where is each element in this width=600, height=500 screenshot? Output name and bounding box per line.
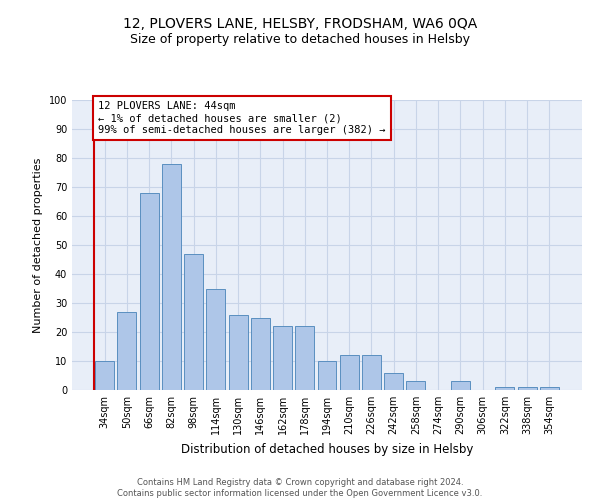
Bar xyxy=(295,326,314,390)
Bar xyxy=(162,164,181,390)
Bar xyxy=(229,314,248,390)
Text: Size of property relative to detached houses in Helsby: Size of property relative to detached ho… xyxy=(130,32,470,46)
Bar xyxy=(95,361,114,390)
Bar xyxy=(340,355,359,390)
Bar xyxy=(362,355,381,390)
Bar xyxy=(540,387,559,390)
Text: 12, PLOVERS LANE, HELSBY, FRODSHAM, WA6 0QA: 12, PLOVERS LANE, HELSBY, FRODSHAM, WA6 … xyxy=(123,18,477,32)
Bar xyxy=(184,254,203,390)
Bar xyxy=(140,193,158,390)
Bar xyxy=(406,382,425,390)
Bar xyxy=(251,318,270,390)
Bar xyxy=(384,372,403,390)
Y-axis label: Number of detached properties: Number of detached properties xyxy=(33,158,43,332)
Bar xyxy=(273,326,292,390)
X-axis label: Distribution of detached houses by size in Helsby: Distribution of detached houses by size … xyxy=(181,442,473,456)
Bar xyxy=(317,361,337,390)
Bar xyxy=(496,387,514,390)
Bar xyxy=(518,387,536,390)
Text: Contains HM Land Registry data © Crown copyright and database right 2024.
Contai: Contains HM Land Registry data © Crown c… xyxy=(118,478,482,498)
Text: 12 PLOVERS LANE: 44sqm
← 1% of detached houses are smaller (2)
99% of semi-detac: 12 PLOVERS LANE: 44sqm ← 1% of detached … xyxy=(98,102,385,134)
Bar xyxy=(451,382,470,390)
Bar xyxy=(206,288,225,390)
Bar xyxy=(118,312,136,390)
